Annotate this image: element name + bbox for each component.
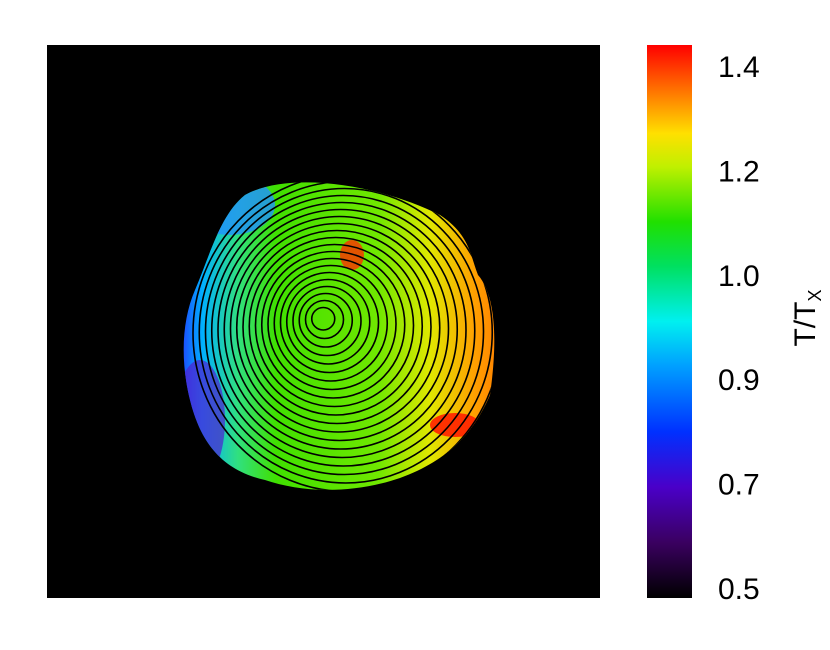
contours bbox=[192, 182, 495, 490]
contour bbox=[192, 182, 495, 490]
colorbar-tick-label: 1.2 bbox=[718, 155, 760, 188]
colorbar-label-main: T/T bbox=[789, 302, 822, 347]
contour bbox=[260, 250, 406, 399]
contour bbox=[273, 264, 389, 382]
contour bbox=[298, 292, 354, 348]
temperature-map bbox=[183, 182, 495, 490]
colorbar-ticks: 0.5 0.7 0.9 1.0 1.2 1.4 bbox=[718, 51, 760, 606]
contour bbox=[242, 229, 432, 425]
contour bbox=[304, 299, 345, 340]
contour bbox=[204, 187, 485, 476]
contour bbox=[229, 215, 450, 442]
contour bbox=[198, 182, 494, 484]
contour bbox=[210, 194, 476, 467]
colorbar-tick-label: 1.0 bbox=[718, 260, 760, 293]
contour bbox=[292, 285, 362, 357]
colorbar-label: T/TX bbox=[789, 289, 825, 346]
colorbar bbox=[647, 45, 692, 598]
contour bbox=[279, 271, 380, 374]
contour bbox=[223, 208, 459, 450]
colorbar-label-subscript: X bbox=[805, 289, 825, 301]
colorbar-tick-label: 1.4 bbox=[718, 51, 760, 84]
contour bbox=[235, 222, 441, 433]
contour bbox=[285, 278, 371, 365]
colorbar-tick-label: 0.7 bbox=[718, 469, 760, 502]
contour bbox=[254, 243, 415, 408]
colorbar-tick-label: 0.9 bbox=[718, 364, 760, 397]
contour bbox=[310, 306, 336, 331]
contour bbox=[217, 201, 467, 459]
colorbar-tick-label: 0.5 bbox=[718, 573, 760, 606]
contour bbox=[267, 257, 397, 391]
contour bbox=[248, 236, 424, 416]
